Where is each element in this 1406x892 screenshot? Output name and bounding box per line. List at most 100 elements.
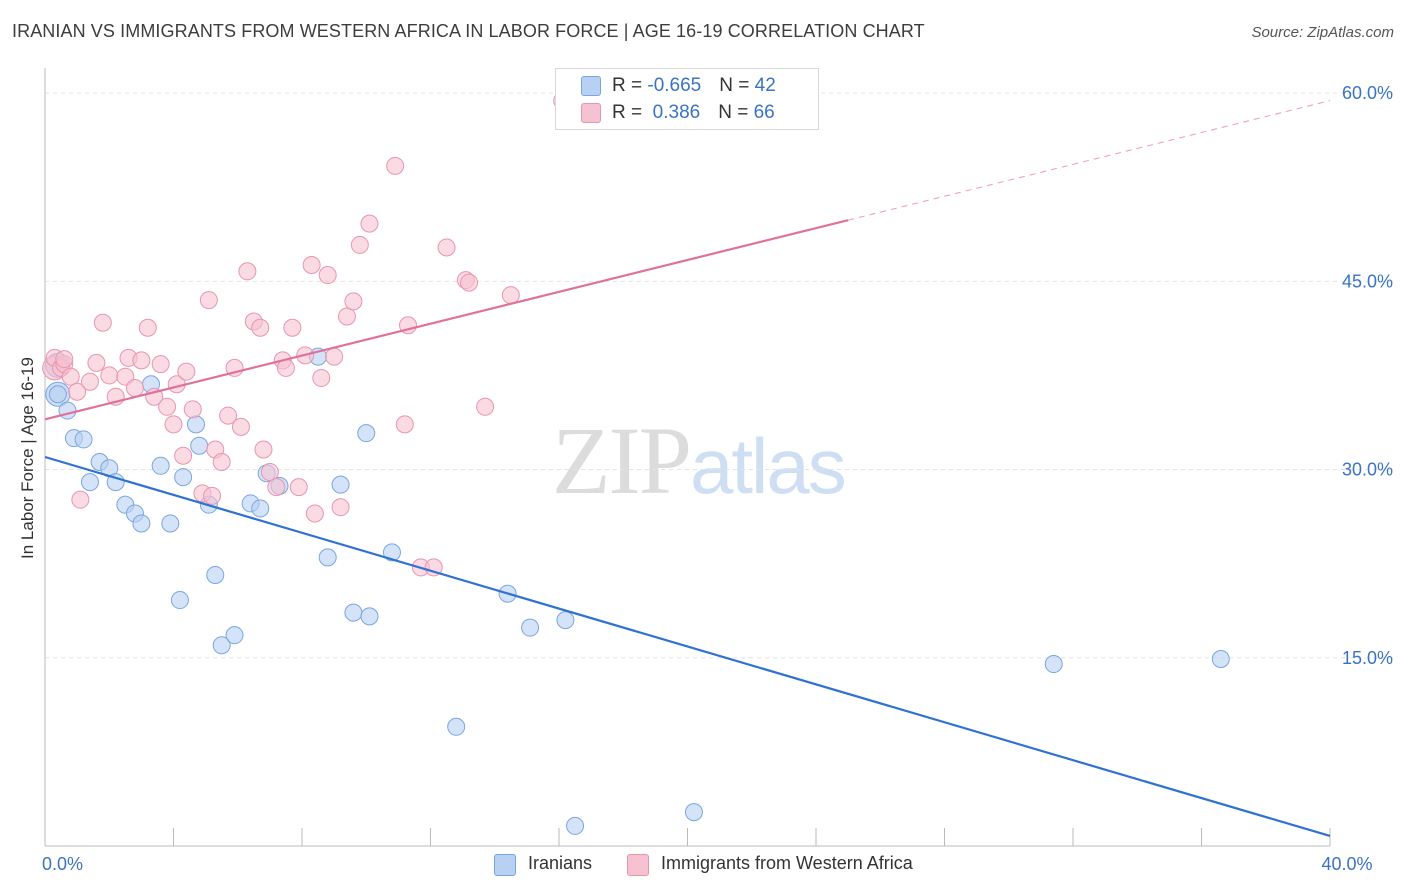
western-africa-point (501, 286, 520, 305)
western-africa-point (125, 378, 144, 397)
western-africa-point (87, 353, 106, 372)
western-africa-point (61, 367, 80, 386)
iranians-point (174, 468, 193, 487)
iranians-point (80, 473, 99, 492)
western-africa-point (80, 372, 99, 391)
western-africa-point (283, 318, 302, 337)
x-tick-label: 40.0% (1321, 854, 1372, 874)
western-africa-point (138, 318, 157, 337)
iranians-point (225, 626, 244, 645)
watermark-atlas: atlas (690, 422, 847, 510)
n-value-iranians: 42 (754, 75, 776, 96)
iranians-point (331, 475, 350, 494)
stats-text-iranians: R = -0.665 N = 42 (612, 75, 776, 97)
western-africa-point (68, 382, 87, 401)
zipatlas-watermark: ZIPatlas (552, 405, 847, 516)
western-africa-point (254, 440, 273, 459)
y-tick-label: 30.0% (1342, 460, 1393, 480)
iranians-point (106, 473, 125, 492)
iranians-point (58, 401, 77, 420)
western-africa-point (100, 366, 119, 385)
western-africa-point (318, 266, 337, 285)
western-africa-trend-line (44, 219, 849, 421)
y-tick-label: 45.0% (1342, 271, 1393, 291)
r-value-iranians: -0.665 (647, 75, 702, 96)
iranians-point (251, 499, 270, 518)
western-africa-point (386, 156, 405, 175)
western-africa-swatch (581, 103, 601, 123)
western-africa-point (267, 478, 286, 497)
iranians-point (206, 565, 225, 584)
stats-box: R = -0.665 N = 42 R = 0.386 N = 66 (555, 68, 819, 130)
western-africa-point (71, 490, 90, 509)
iranians-point (151, 456, 170, 475)
western-africa-point (151, 355, 170, 374)
iranians-swatch (581, 76, 601, 96)
iranians-point (344, 603, 363, 622)
n-value-western-africa: 66 (753, 102, 775, 123)
legend-swatch-western-africa (627, 854, 649, 876)
western-africa-point (325, 347, 344, 366)
legend-label-iranians: Iranians (528, 853, 593, 873)
iranians-point (170, 591, 189, 610)
iranians-point (566, 816, 585, 835)
iranians-point (357, 424, 376, 443)
western-africa-point (476, 397, 495, 416)
iranians-point (360, 607, 379, 626)
western-africa-point (158, 397, 177, 416)
source-credit: Source: ZipAtlas.com (1251, 24, 1394, 41)
western-africa-point (177, 362, 196, 381)
western-africa-point (302, 256, 321, 275)
western-africa-point (260, 463, 279, 482)
iranians-point (1211, 650, 1230, 669)
iranians-point (132, 514, 151, 533)
n-label: N = (718, 102, 754, 123)
iranians-point (1044, 655, 1063, 674)
western-africa-point (360, 214, 379, 233)
watermark-zip: ZIP (552, 407, 692, 514)
western-africa-point (93, 313, 112, 332)
r-value-western-africa: 0.386 (647, 102, 701, 123)
western-africa-point (183, 400, 202, 419)
western-africa-trend-line-extension (848, 100, 1331, 221)
western-africa-point (337, 307, 356, 326)
legend-swatch-iranians (494, 854, 516, 876)
western-africa-point (55, 350, 74, 369)
iranians-point (382, 543, 401, 562)
x-tick-label: 0.0% (42, 854, 83, 874)
legend-label-western-africa: Immigrants from Western Africa (661, 853, 913, 873)
y-tick-label: 15.0% (1342, 648, 1393, 668)
western-africa-point (395, 415, 414, 434)
iranians-point (521, 618, 540, 637)
western-africa-point (350, 235, 369, 254)
iranians-point (556, 611, 575, 630)
iranians-point (684, 803, 703, 822)
western-africa-point (132, 351, 151, 370)
iranians-point (74, 430, 93, 449)
western-africa-point (212, 453, 231, 472)
iranians-point (447, 717, 466, 736)
iranians-point (48, 385, 67, 404)
western-africa-point (199, 291, 218, 310)
r-label: R = (612, 75, 648, 96)
n-label: N = (719, 75, 755, 96)
iranians-point (186, 415, 205, 434)
western-africa-point (219, 406, 238, 425)
y-tick-label: 60.0% (1342, 83, 1393, 103)
western-africa-point (203, 486, 222, 505)
western-africa-point (174, 446, 193, 465)
western-africa-point (312, 368, 331, 387)
western-africa-point (251, 318, 270, 337)
iranians-point (161, 514, 180, 533)
iranians-point (212, 636, 231, 655)
western-africa-point (238, 262, 257, 281)
r-label: R = (612, 102, 648, 123)
western-africa-point (231, 417, 250, 436)
iranians-point (318, 548, 337, 567)
western-africa-point (331, 498, 350, 517)
chart-title: IRANIAN VS IMMIGRANTS FROM WESTERN AFRIC… (12, 21, 925, 41)
iranians-point (190, 436, 209, 455)
legend: Iranians Immigrants from Western Africa (0, 853, 1406, 877)
western-africa-point (460, 273, 479, 292)
